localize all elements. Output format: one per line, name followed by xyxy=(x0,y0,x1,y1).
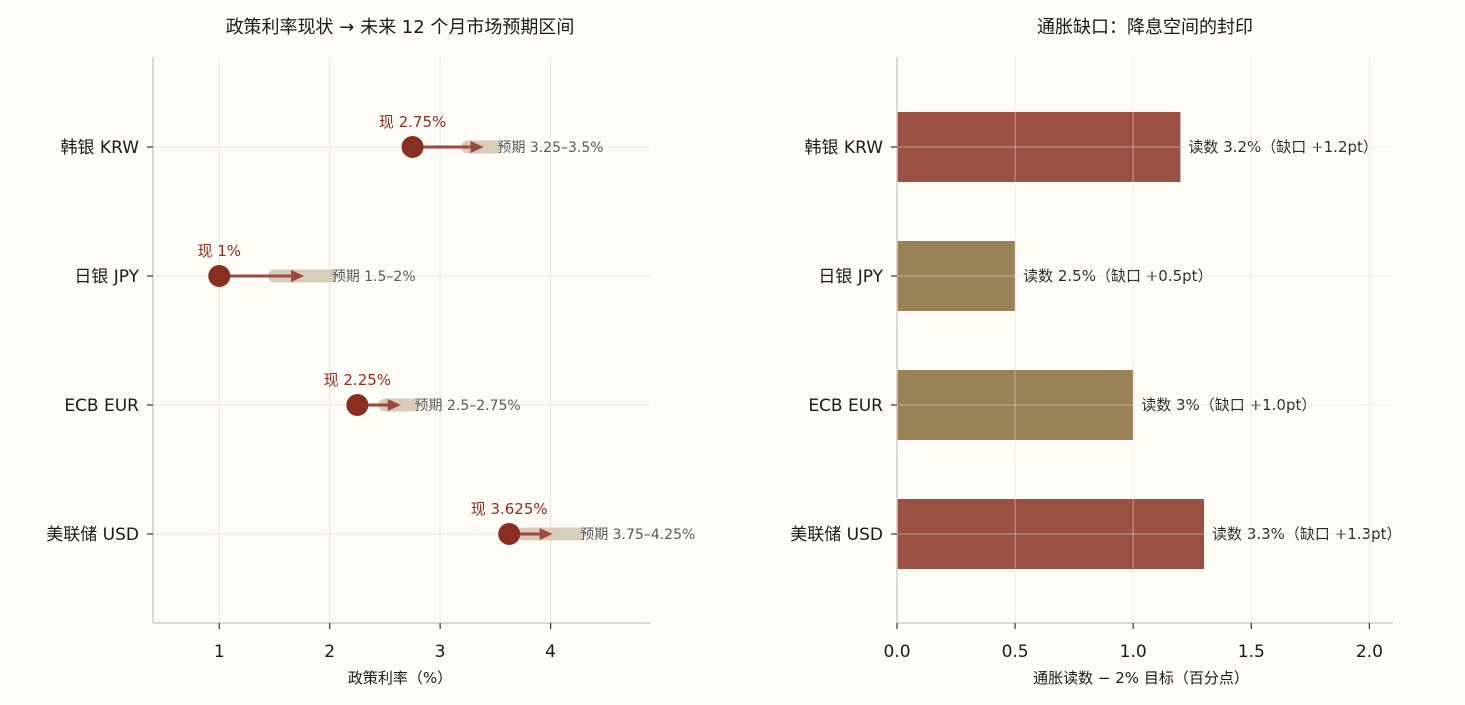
expected-range-label: 预期 2.5–2.75% xyxy=(415,398,521,414)
current-rate-point xyxy=(401,136,424,158)
left-y-tick-label: 韩银 KRW xyxy=(61,138,140,158)
current-rate-label: 现 3.625% xyxy=(471,500,548,518)
left-marks: 现 2.75% 预期 3.25–3.5% 现 1% 预期 1.5–2% 现 2.25% 预… xyxy=(197,113,695,545)
right-x-tick-label: 1.0 xyxy=(1120,642,1147,662)
left-ticks: 1 2 3 4 韩银 KRW 日银 JPY ECB EUR 美联储 USD xyxy=(46,138,556,662)
left-y-tick-label: ECB EUR xyxy=(64,396,139,416)
right-marks: 读数 3.2%（缺口 +1.2pt）读数 2.5%（缺口 +0.5pt）读数 3… xyxy=(896,57,1402,623)
expected-range-label: 预期 1.5–2% xyxy=(332,269,416,285)
move-arrow-head xyxy=(291,270,305,282)
right-x-tick-label: 1.5 xyxy=(1238,642,1265,662)
current-rate-point xyxy=(346,394,369,416)
right-x-tick-label: 0.0 xyxy=(883,642,910,662)
expected-range-label: 预期 3.25–3.5% xyxy=(497,140,603,156)
move-arrow-head xyxy=(539,528,553,540)
right-y-tick-label: 日银 JPY xyxy=(818,267,883,287)
left-x-tick-label: 3 xyxy=(435,642,446,662)
right-chart-title: 通胀缺口：降息空间的封印 xyxy=(1037,17,1253,38)
expected-range-label: 预期 3.75–4.25% xyxy=(580,527,695,543)
left-x-tick-label: 1 xyxy=(214,642,225,662)
right-y-tick-label: 美联储 USD xyxy=(790,525,883,545)
left-y-tick-label: 日银 JPY xyxy=(74,267,139,287)
current-rate-point xyxy=(498,523,521,545)
right-ticks: 韩银 KRW 日银 JPY ECB EUR 美联储 USD 0.0 0.5 1.0 1.5 2.… xyxy=(790,138,1383,662)
current-rate-label: 现 1% xyxy=(197,242,241,260)
current-rate-label: 现 2.75% xyxy=(379,113,446,131)
move-arrow-head xyxy=(387,399,401,411)
left-x-axis-label: 政策利率（%） xyxy=(348,669,452,687)
right-x-tick-label: 0.5 xyxy=(1002,642,1029,662)
current-rate-point xyxy=(208,265,231,287)
left-y-tick-label: 美联储 USD xyxy=(46,525,139,545)
rate-range-chart: 政策利率现状 → 未来 12 个月市场预期区间 1 2 3 4 韩银 KRW 日银 JPY… xyxy=(46,17,695,687)
right-y-tick-label: ECB EUR xyxy=(808,396,883,416)
right-y-tick-label: 韩银 KRW xyxy=(805,138,884,158)
move-arrow-head xyxy=(470,141,484,153)
left-x-tick-label: 4 xyxy=(545,642,556,662)
left-chart-title: 政策利率现状 → 未来 12 个月市场预期区间 xyxy=(226,17,575,38)
right-x-axis-label: 通胀读数 − 2% 目标（百分点） xyxy=(1033,669,1249,687)
right-x-tick-label: 2.0 xyxy=(1356,642,1383,662)
current-rate-label: 现 2.25% xyxy=(324,371,391,389)
left-x-tick-label: 2 xyxy=(324,642,335,662)
inflation-gap-chart: 通胀缺口：降息空间的封印 读数 3.2%（缺口 +1.2pt）读数 2.5%（缺… xyxy=(790,17,1401,687)
